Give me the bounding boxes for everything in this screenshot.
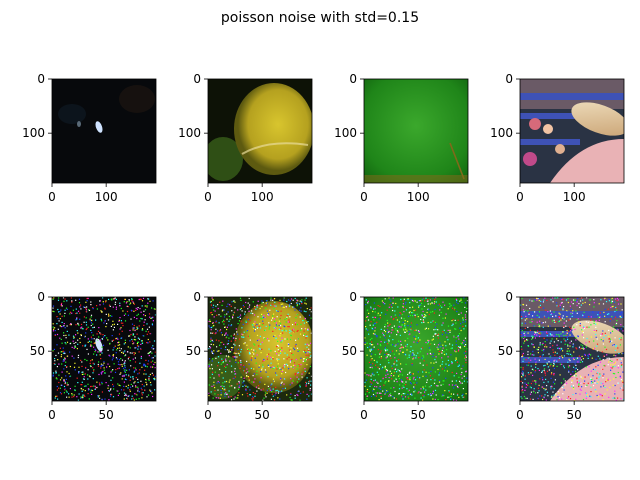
image-stadium-crowd-noisy	[520, 297, 624, 401]
y-tick-label: 0	[193, 290, 201, 304]
x-tick-label: 0	[516, 190, 524, 204]
x-tick-label: 0	[516, 408, 524, 422]
x-tick-label: 50	[99, 408, 114, 422]
image-stadium-crowd	[520, 79, 624, 183]
noise-layer	[208, 297, 312, 401]
image-green-field	[364, 79, 468, 183]
x-tick-label: 50	[567, 408, 582, 422]
axes-frame	[51, 296, 157, 402]
x-tick-label: 0	[204, 408, 212, 422]
panel-row2-col4	[519, 296, 625, 402]
axis-ticks: 0 100 0 100 0 100 0 100 0 100 0 100 0 100 0 100 0 50 0 50 0 5…	[22, 72, 586, 422]
y-tick-label: 0	[505, 72, 513, 86]
x-tick-label: 100	[407, 190, 430, 204]
axes-frame	[207, 78, 313, 184]
y-tick-label: 50	[498, 344, 513, 358]
noise-layer	[52, 297, 156, 401]
x-tick-label: 0	[360, 190, 368, 204]
y-tick-label: 100	[178, 126, 201, 140]
panel-row1-col2	[207, 78, 313, 184]
axes-frame	[363, 296, 469, 402]
panel-row1-col1	[51, 78, 157, 184]
y-tick-label: 50	[342, 344, 357, 358]
axes-frame	[363, 78, 469, 184]
x-tick-label: 0	[48, 408, 56, 422]
panel-row2-col3	[363, 296, 469, 402]
panel-row1-col3	[363, 78, 469, 184]
y-tick-label: 0	[37, 290, 45, 304]
y-tick-label: 100	[22, 126, 45, 140]
y-tick-label: 0	[193, 72, 201, 86]
y-tick-label: 0	[349, 72, 357, 86]
noise-layer	[364, 297, 468, 401]
axes-frame	[51, 78, 157, 184]
y-tick-label: 100	[334, 126, 357, 140]
x-tick-label: 100	[95, 190, 118, 204]
image-dark-scene	[52, 79, 156, 183]
y-tick-label: 50	[30, 344, 45, 358]
axes-frame	[207, 296, 313, 402]
image-tennis-ball	[208, 79, 312, 183]
x-tick-label: 0	[360, 408, 368, 422]
panel-row2-col1	[51, 296, 157, 402]
image-dark-scene-noisy	[52, 297, 156, 401]
x-tick-label: 100	[563, 190, 586, 204]
x-tick-label: 50	[411, 408, 426, 422]
x-tick-label: 0	[48, 190, 56, 204]
y-tick-label: 0	[349, 290, 357, 304]
figure-title: poisson noise with std=0.15	[221, 10, 419, 26]
y-tick-label: 100	[490, 126, 513, 140]
y-tick-label: 0	[37, 72, 45, 86]
axes-frame	[519, 78, 625, 184]
y-tick-label: 0	[505, 290, 513, 304]
x-tick-label: 0	[204, 190, 212, 204]
panel-row1-col4	[519, 78, 625, 184]
image-tennis-ball-noisy	[208, 297, 312, 401]
x-tick-label: 50	[255, 408, 270, 422]
axes-frame	[519, 296, 625, 402]
panel-row2-col2	[207, 296, 313, 402]
x-tick-label: 100	[251, 190, 274, 204]
image-green-field-noisy	[364, 297, 468, 401]
noise-layer	[520, 297, 624, 401]
y-tick-label: 50	[186, 344, 201, 358]
